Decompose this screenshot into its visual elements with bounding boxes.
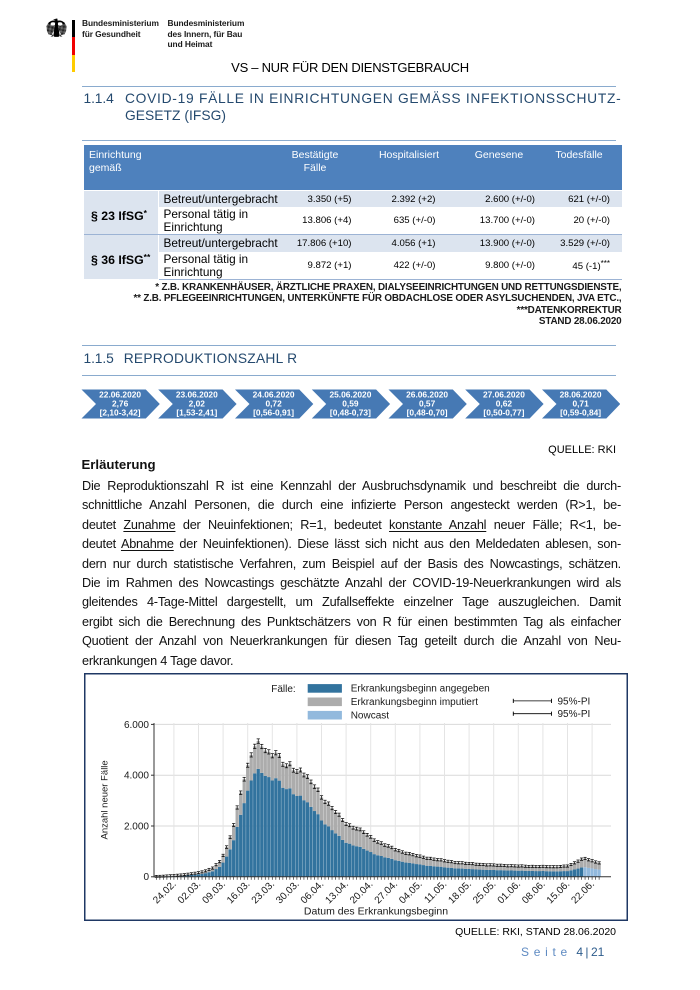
- svg-text:0,57: 0,57: [419, 398, 436, 408]
- svg-text:Fälle:: Fälle:: [271, 683, 295, 694]
- svg-text:Anzahl neuer Fälle: Anzahl neuer Fälle: [99, 760, 110, 839]
- svg-text:[0,56-0,91]: [0,56-0,91]: [253, 407, 294, 417]
- svg-text:4.000: 4.000: [123, 770, 148, 781]
- svg-text:23.06.2020: 23.06.2020: [176, 389, 218, 399]
- svg-text:25.06.2020: 25.06.2020: [329, 389, 371, 399]
- svg-text:Erkrankungsbeginn angegeben: Erkrankungsbeginn angegeben: [350, 683, 489, 694]
- svg-text:[0,48-0,73]: [0,48-0,73]: [330, 407, 371, 417]
- svg-text:24.06.2020: 24.06.2020: [253, 389, 295, 399]
- svg-text:2,76: 2,76: [112, 398, 129, 408]
- svg-text:Nowcast: Nowcast: [350, 710, 389, 721]
- svg-text:2,02: 2,02: [189, 398, 206, 408]
- svg-text:0,71: 0,71: [572, 398, 589, 408]
- svg-text:6.000: 6.000: [123, 719, 148, 730]
- svg-text:[1,53-2,41]: [1,53-2,41]: [176, 407, 217, 417]
- svg-text:[0,59-0,84]: [0,59-0,84]: [560, 407, 601, 417]
- svg-text:0,72: 0,72: [265, 398, 282, 408]
- svg-text:[2,10-3,42]: [2,10-3,42]: [100, 407, 141, 417]
- svg-text:0: 0: [143, 872, 149, 883]
- svg-text:[0,48-0,70]: [0,48-0,70]: [407, 407, 448, 417]
- svg-text:Erkrankungsbeginn imputiert: Erkrankungsbeginn imputiert: [350, 697, 478, 708]
- svg-text:2.000: 2.000: [123, 821, 148, 832]
- svg-text:95%-PI: 95%-PI: [557, 696, 590, 707]
- svg-text:Datum des Erkrankungsbeginn: Datum des Erkrankungsbeginn: [303, 905, 447, 917]
- svg-text:95%-PI: 95%-PI: [557, 709, 590, 720]
- svg-text:22.06.2020: 22.06.2020: [99, 389, 141, 399]
- svg-text:26.06.2020: 26.06.2020: [406, 389, 448, 399]
- svg-text:0,62: 0,62: [496, 398, 513, 408]
- svg-text:[0,50-0,77]: [0,50-0,77]: [483, 407, 524, 417]
- svg-text:28.06.2020: 28.06.2020: [560, 389, 602, 399]
- svg-text:0,59: 0,59: [342, 398, 359, 408]
- svg-text:27.06.2020: 27.06.2020: [483, 389, 525, 399]
